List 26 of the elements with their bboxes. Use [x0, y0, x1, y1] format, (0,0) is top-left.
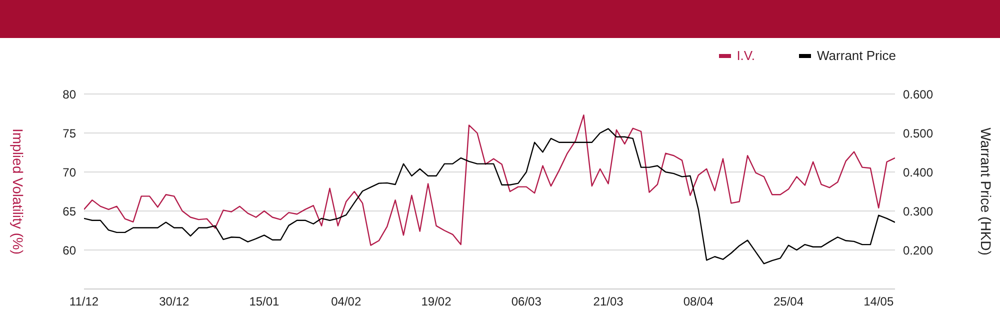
y-tick-label: 65	[62, 204, 76, 218]
y2-tick-label: 0.300	[903, 204, 934, 218]
x-tick-label: 11/12	[69, 294, 99, 309]
y-tick-label: 80	[62, 87, 76, 102]
legend-label: Warrant Price	[816, 48, 896, 63]
y2-axis-title: Warrant Price (HKD)	[978, 128, 994, 256]
y2-tick-label: 0.500	[903, 126, 934, 140]
y2-tick-label: 0.200	[903, 243, 934, 258]
y2-tick-label: 0.600	[903, 87, 934, 102]
y-tick-label: 60	[62, 243, 76, 258]
x-tick-label: 14/05	[864, 294, 894, 309]
x-tick-label: 06/03	[511, 294, 542, 309]
x-tick-label: 15/01	[249, 294, 280, 309]
y2-tick-label: 0.400	[903, 165, 934, 180]
x-tick-label: 30/12	[159, 294, 190, 309]
x-tick-label: 25/04	[773, 294, 804, 309]
y-tick-label: 70	[62, 165, 76, 180]
y-tick-label: 75	[62, 126, 76, 140]
x-tick-label: 08/04	[683, 294, 714, 309]
x-tick-label: 19/02	[421, 294, 452, 309]
x-tick-label: 21/03	[593, 294, 624, 309]
legend-label: I.V.	[736, 48, 756, 63]
y-axis-title: Implied Volatility (%)	[10, 128, 26, 255]
line-series	[84, 128, 895, 264]
x-tick-label: 04/02	[331, 294, 362, 309]
line-series	[84, 114, 895, 246]
